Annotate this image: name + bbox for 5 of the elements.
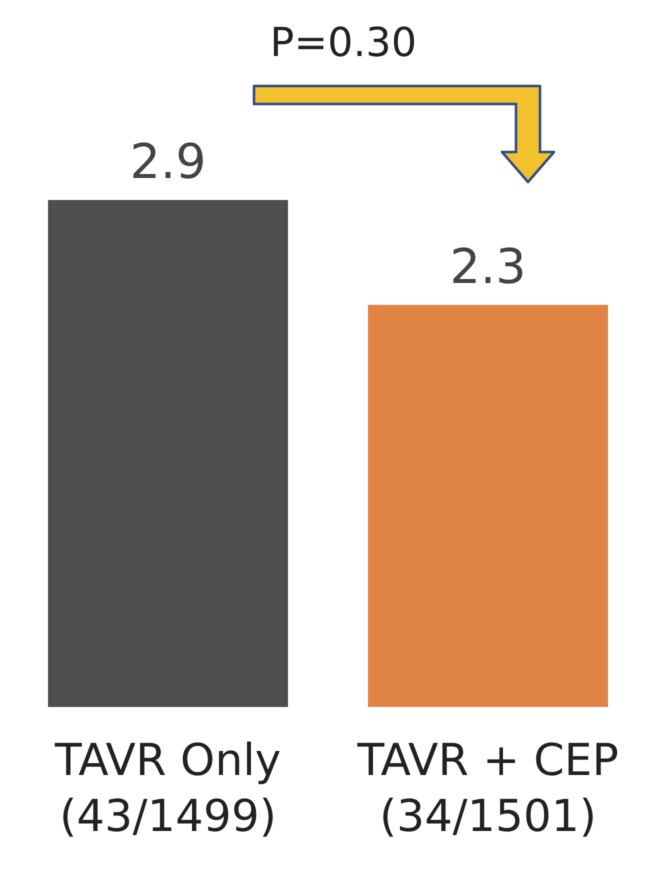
x-tick-label: TAVR + CEP (34/1501): [356, 735, 619, 842]
x-tick-label: TAVR Only (43/1499): [54, 735, 282, 842]
data-label: 2.3: [450, 238, 526, 295]
data-label: 2.9: [130, 134, 206, 190]
text: P=0.30: [270, 20, 417, 66]
